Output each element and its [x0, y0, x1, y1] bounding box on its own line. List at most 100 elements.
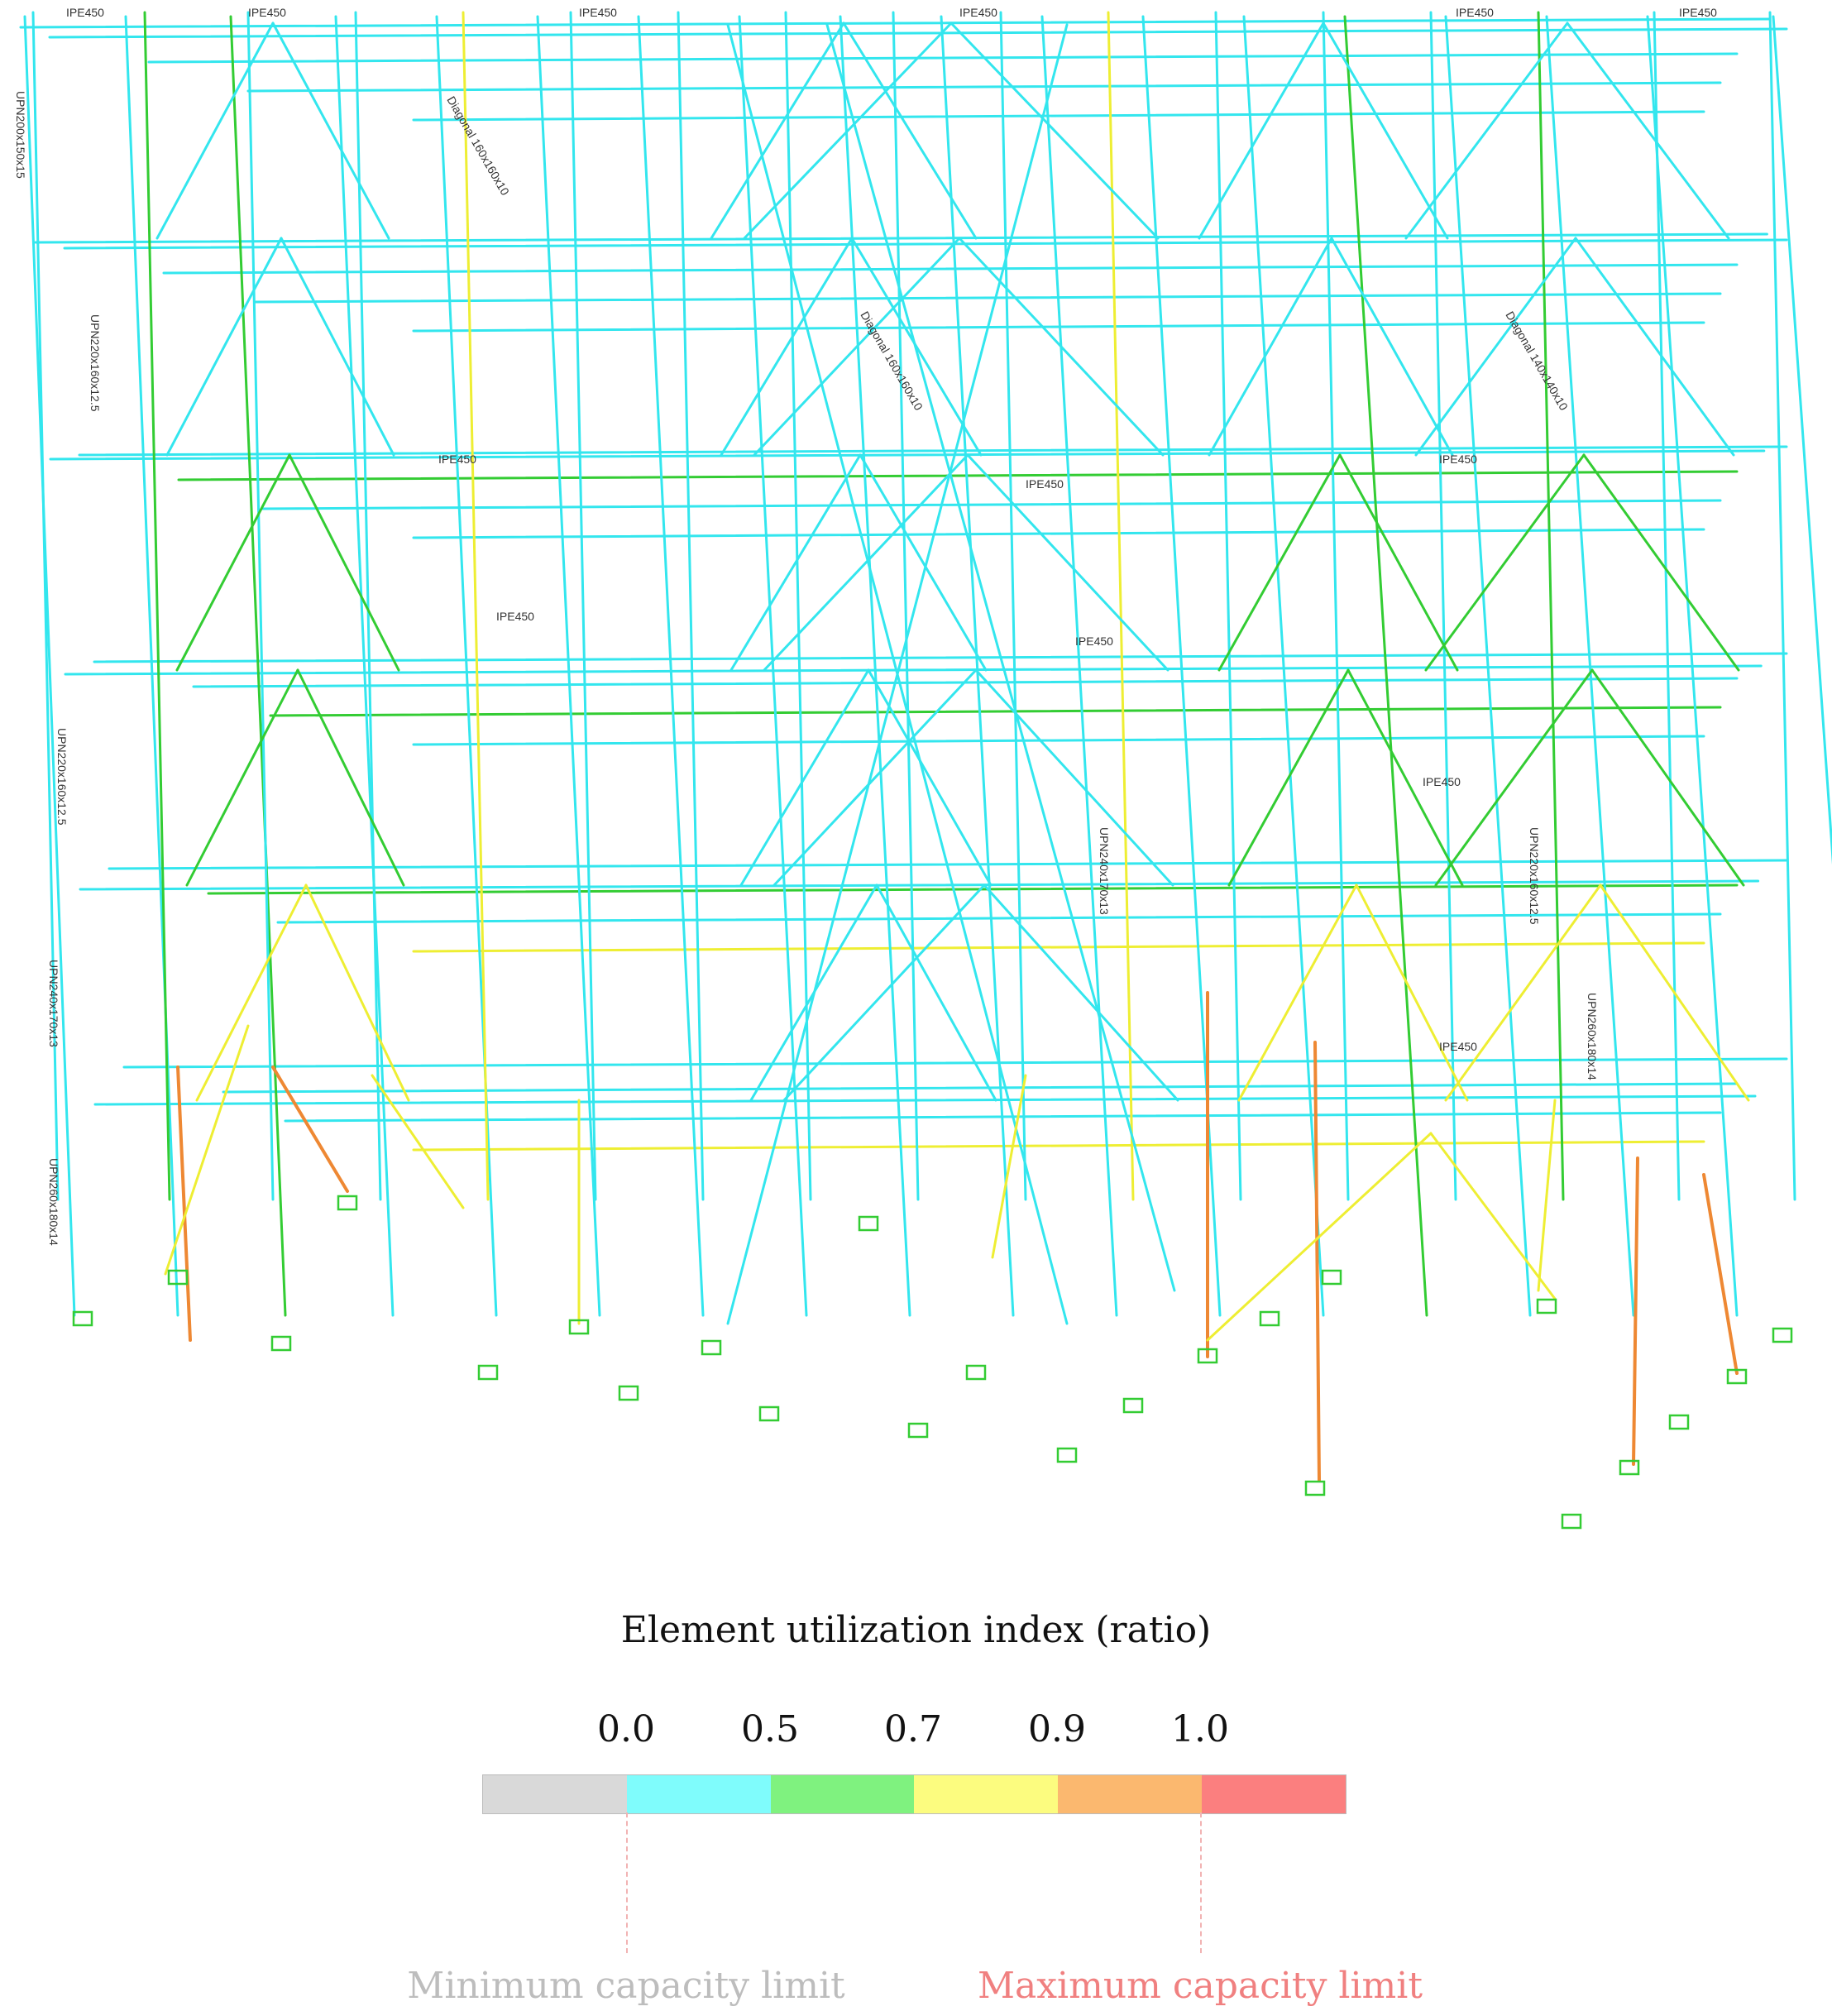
member-label: IPE450 — [1679, 6, 1717, 19]
frame-member-1 — [48, 27, 1788, 39]
frame-member-96 — [296, 668, 405, 887]
member-label: UPN240x170x13 — [47, 960, 60, 1047]
frame-member-104 — [1590, 668, 1745, 887]
frame-member-45 — [1545, 15, 1635, 1317]
frame-member-31 — [124, 15, 179, 1317]
color-scale-bar — [482, 1774, 1346, 1814]
support-icon — [907, 1422, 929, 1439]
minimum-capacity-limit-label: Minimum capacity limit — [407, 1965, 845, 2007]
support-icon — [1321, 1269, 1342, 1286]
support-icon — [568, 1319, 590, 1335]
frame-member-88 — [859, 453, 988, 672]
frame-member-76 — [280, 237, 395, 457]
frame-member-127 — [164, 1024, 250, 1276]
color-segment-0.7-0.9 — [914, 1775, 1059, 1813]
frame-member-95 — [185, 668, 299, 887]
member-label: IPE450 — [1026, 477, 1064, 491]
frame-member-110 — [1355, 883, 1469, 1102]
structural-frame-diagram: IPE450 IPE450 IPE450 IPE450 IPE450 IPE450 UPN2… — [14, 6, 1832, 1530]
support-icon — [1056, 1447, 1078, 1463]
support-icon — [1668, 1414, 1690, 1430]
frame-member-100 — [1346, 668, 1464, 887]
frame-member-73 — [1404, 22, 1569, 240]
frame-member-123 — [1702, 1173, 1739, 1375]
support-icon — [1304, 1480, 1326, 1496]
frame-member-84 — [1574, 237, 1735, 457]
frame-member-32 — [229, 15, 287, 1317]
member-label: Diagonal 160x160x10 — [858, 309, 926, 413]
frame-member-15 — [64, 664, 1763, 676]
frame-svg: IPE450 IPE450 IPE450 IPE450 IPE450 IPE450 UPN2… — [14, 6, 1832, 1530]
frame-member-14 — [412, 528, 1705, 539]
frame-member-61 — [1429, 11, 1457, 1201]
frame-member-117 — [825, 23, 1176, 1292]
frame-member-49 — [143, 11, 171, 1201]
frame-member-27 — [222, 1082, 1739, 1094]
frame-member-44 — [1444, 15, 1532, 1317]
frame-member-7 — [162, 263, 1739, 275]
support-icon — [477, 1364, 499, 1381]
support-icon — [1122, 1397, 1144, 1414]
frame-member-85 — [175, 453, 291, 672]
frame-member-114 — [1599, 883, 1750, 1102]
frame-member-72 — [949, 22, 1160, 240]
frame-member-46 — [1646, 15, 1739, 1317]
support-icon — [1536, 1298, 1557, 1314]
frame-member-116 — [726, 23, 1069, 1325]
color-segment-0.0-0.5 — [626, 1775, 771, 1813]
frame-member-75 — [165, 237, 283, 457]
frame-member-48 — [31, 11, 60, 1201]
frame-member-51 — [354, 11, 382, 1201]
frame-member-53 — [569, 11, 597, 1201]
frame-member-68 — [842, 22, 978, 240]
frame-member-58 — [1107, 11, 1135, 1201]
support-icon — [1619, 1459, 1640, 1476]
frame-member-50 — [246, 11, 275, 1201]
frame-member-97 — [739, 668, 870, 887]
member-label: UPN220x160x12.5 — [55, 728, 69, 826]
member-label: IPE450 — [1439, 1040, 1477, 1053]
frame-member-80 — [1330, 237, 1454, 457]
member-label: IPE450 — [1075, 634, 1113, 648]
member-label: UPN260x180x14 — [47, 1158, 60, 1246]
frame-member-22 — [207, 883, 1739, 895]
support-icon — [618, 1385, 639, 1401]
frame-member-87 — [729, 453, 862, 672]
support-icon — [1726, 1368, 1748, 1385]
frame-member-77 — [720, 237, 854, 457]
member-label: IPE450 — [1456, 6, 1494, 19]
frame-member-56 — [892, 11, 920, 1201]
frame-member-66 — [271, 22, 390, 240]
support-icon — [858, 1215, 879, 1232]
frame-member-38 — [839, 15, 911, 1317]
frame-member-70 — [1322, 22, 1449, 240]
color-segment-0.5-0.7 — [770, 1775, 915, 1813]
frame-member-4 — [412, 110, 1705, 122]
frame-member-23 — [276, 912, 1722, 924]
member-label: IPE450 — [579, 6, 617, 19]
frame-member-86 — [288, 453, 400, 672]
frame-member-108 — [875, 883, 997, 1102]
frame-member-36 — [637, 15, 705, 1317]
min-limit-guide-line — [626, 1812, 628, 1953]
frame-member-113 — [1444, 883, 1602, 1102]
tick-label-0.7: 0.7 — [884, 1708, 942, 1750]
frame-member-63 — [1653, 11, 1681, 1201]
support-icon — [1259, 1310, 1280, 1327]
member-label: Diagonal 160x160x10 — [444, 94, 512, 198]
frame-member-29 — [412, 1140, 1705, 1152]
frame-member-101 — [773, 668, 978, 887]
frame-member-30 — [23, 15, 76, 1317]
member-label: UPN240x170x13 — [1098, 827, 1111, 915]
support-icon — [701, 1339, 722, 1356]
legend-title: Element utilization index (ratio) — [620, 1609, 1212, 1651]
frame-member-90 — [1338, 453, 1459, 672]
tick-label-0.5: 0.5 — [741, 1708, 799, 1750]
frame-member-40 — [1040, 15, 1118, 1317]
frame-member-0 — [19, 17, 1772, 29]
frame-member-129 — [1206, 1132, 1433, 1342]
support-icon — [1772, 1327, 1793, 1343]
frame-member-24 — [412, 941, 1705, 953]
color-segment-above-1.0 — [1202, 1775, 1346, 1813]
frame-member-105 — [195, 883, 308, 1102]
